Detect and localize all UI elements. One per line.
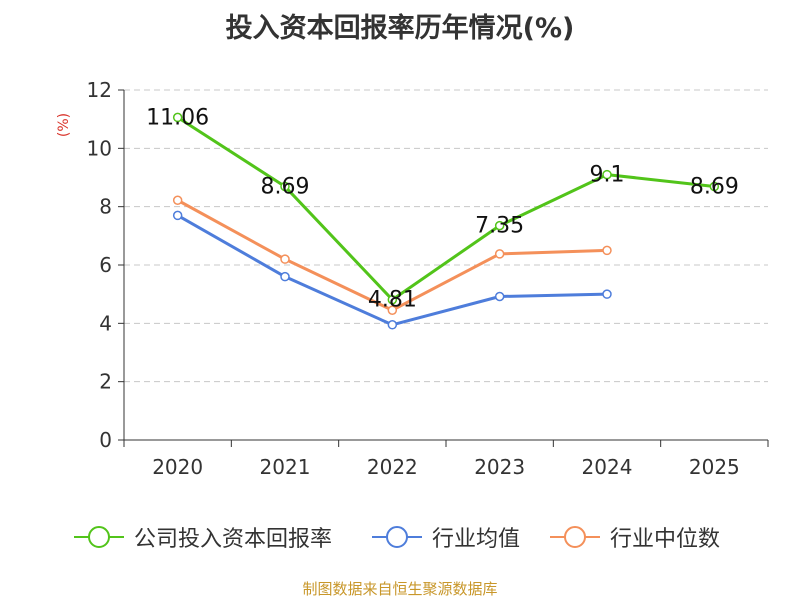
- x-tick-label: 2021: [260, 455, 311, 479]
- data-point: [709, 181, 720, 192]
- legend-item-industry-median[interactable]: 行业中位数: [548, 520, 720, 554]
- data-labels: 11.06 8.69 4.81 7.35 9.1 8.69: [146, 105, 739, 312]
- data-point: [494, 249, 505, 259]
- data-label: 8.69: [261, 175, 310, 200]
- data-point: [387, 320, 398, 330]
- chart-title: 投入资本回报率历年情况(%): [225, 13, 575, 44]
- data-point: [494, 291, 505, 302]
- legend-line-icon: [74, 526, 124, 548]
- series-lines: [172, 112, 720, 330]
- data-point: [602, 169, 612, 180]
- y-tick-label: 12: [87, 78, 112, 102]
- x-tick-label: 2024: [582, 455, 633, 479]
- data-label: 8.69: [690, 175, 739, 200]
- data-point: [280, 271, 290, 282]
- legend-label: 行业均值: [432, 527, 521, 552]
- legend-line-icon: [550, 526, 600, 548]
- x-tick-label: 2025: [689, 455, 740, 479]
- legend-item-industry-mean[interactable]: 行业均值: [370, 520, 520, 554]
- series-line: [176, 116, 715, 302]
- data-point: [172, 112, 183, 123]
- data-label: 7.35: [475, 214, 524, 239]
- x-tick-label: 2023: [474, 455, 525, 479]
- data-label: 11.06: [146, 105, 209, 130]
- data-label: 9.1: [590, 163, 625, 188]
- y-axis-unit-label: (%): [56, 113, 72, 137]
- x-tick-label: 2022: [367, 455, 418, 479]
- data-point: [280, 181, 290, 192]
- data-point: [602, 245, 612, 256]
- data-point: [172, 210, 183, 221]
- data-point: [280, 254, 290, 264]
- data-point: [387, 294, 398, 305]
- axes: 0 2 4 6 8 10 12 2020 2021 2022 2023 2024 2025: [87, 78, 769, 479]
- data-point: [602, 289, 612, 299]
- data-point: [387, 305, 398, 315]
- source-note: 制图数据来自恒生聚源数据库: [302, 580, 498, 598]
- data-point: [494, 220, 505, 231]
- y-tick-label: 2: [99, 370, 112, 394]
- y-tick-label: 8: [99, 195, 112, 219]
- legend-label: 公司投入资本回报率: [134, 527, 333, 552]
- y-tick-label: 4: [99, 311, 112, 335]
- y-tick-label: 10: [87, 136, 112, 160]
- data-label: 4.81: [368, 288, 417, 313]
- legend-label: 行业中位数: [610, 527, 721, 552]
- x-tick-label: 2020: [152, 455, 203, 479]
- grid-lines: [124, 89, 768, 383]
- y-tick-label: 6: [99, 253, 112, 277]
- legend-line-icon: [372, 526, 422, 548]
- legend-item-company[interactable]: 公司投入资本回报率: [72, 520, 332, 554]
- y-tick-label: 0: [99, 428, 112, 452]
- data-point: [172, 195, 183, 205]
